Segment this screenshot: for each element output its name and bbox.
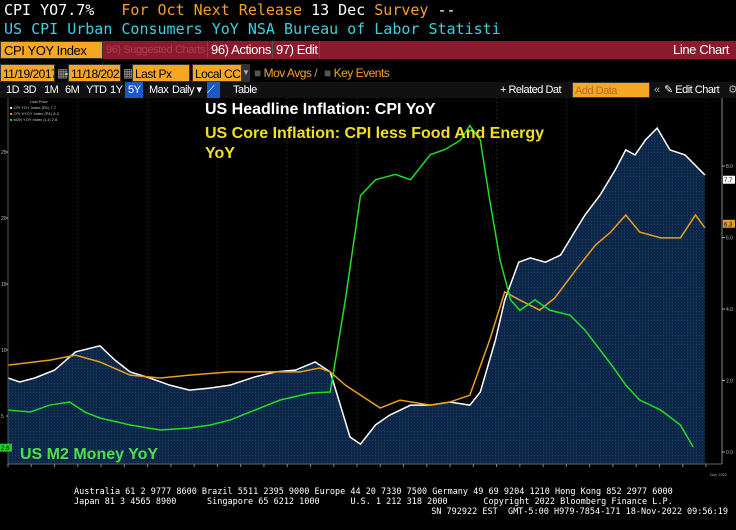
legend-item: ■ M2N YOY Index (L1) 2.6 xyxy=(10,117,58,122)
last-value: 7.7% xyxy=(58,1,95,19)
calendar-icon[interactable]: ▦ xyxy=(57,66,68,80)
legend-label: M2N YOY Index (L1) xyxy=(13,117,51,122)
related-data-button[interactable]: + Related Dat xyxy=(500,84,562,96)
legend-value: 2.6 xyxy=(51,117,58,122)
line-chart-icon[interactable]: ⟋ xyxy=(207,82,220,98)
survey-value: -- xyxy=(437,1,456,19)
survey-label: Survey xyxy=(374,1,429,19)
legend-item: ■ CPI YOY Index (R1) 7.7 xyxy=(10,105,57,110)
legend-label: CPI XYOY Index (R1) xyxy=(13,111,53,116)
calendar-icon[interactable]: ▦ xyxy=(123,66,134,80)
ticker: CPI YO xyxy=(4,1,59,19)
table-button[interactable]: Table xyxy=(233,84,257,96)
chart-type-label: Line Chart xyxy=(673,42,729,57)
cpi-last-tag: 7.7 xyxy=(724,178,733,184)
right-tick-label: 4.0 xyxy=(726,307,733,313)
gear-icon[interactable]: ⚙ xyxy=(728,84,736,96)
chart-toolbar: CPI YOY Index 96) Suggested Charts 96) A… xyxy=(0,41,736,59)
next-release-date: 13 Dec xyxy=(311,1,366,19)
field-select[interactable]: Last Px xyxy=(132,64,190,82)
right-tick-label: 0.0 xyxy=(726,450,733,456)
mov-avgs-label: Mov Avgs xyxy=(263,66,312,80)
footer: Australia 61 2 9777 8600 Brazil 5511 239… xyxy=(74,487,728,517)
cpi-area-fill xyxy=(8,128,705,465)
left-tick-label: 5 xyxy=(1,414,4,420)
period-1m[interactable]: 1M xyxy=(44,84,59,96)
mov-avgs-toggle[interactable]: ■ Mov Avgs / xyxy=(254,66,318,80)
legend-value: 7.7 xyxy=(50,105,57,110)
frequency-label: Daily xyxy=(172,84,194,96)
actions-menu[interactable]: 96) Actions ▾ xyxy=(207,41,271,59)
range-dash: - xyxy=(65,66,69,80)
footer-timestamp: SN 792922 EST GMT-5:00 H979-7854-171 18-… xyxy=(431,507,728,517)
right-tick-label: 8.0 xyxy=(726,164,733,170)
checkbox-icon[interactable]: ■ xyxy=(324,66,331,80)
add-data-input[interactable]: Add Data xyxy=(572,82,650,98)
key-events-label: Key Events xyxy=(333,66,390,80)
footer-line: Australia 61 2 9777 8600 Brazil 5511 239… xyxy=(74,487,673,497)
cpi-last-tag-bg xyxy=(723,175,735,184)
series-line-m2 xyxy=(7,124,694,448)
security-description: US CPI Urban Consumers YoY NSA Bureau of… xyxy=(4,20,501,38)
collapse-icon[interactable]: « xyxy=(654,84,660,96)
chevron-down-icon[interactable]: ▼ xyxy=(242,64,250,82)
edit-label: 97) Edit xyxy=(276,42,318,57)
legend-label: CPI YOY Index (R1) xyxy=(13,105,50,110)
date-range-row: 11/19/2017 ▦ - 11/18/2022 ▦ Last Px Loca… xyxy=(0,64,736,82)
suggested-charts-button[interactable]: 96) Suggested Charts xyxy=(106,44,205,56)
period-ytd[interactable]: YTD xyxy=(86,84,107,96)
legend-title: Last Price xyxy=(30,99,48,104)
core-last-tag-bg xyxy=(723,219,735,228)
m2-last-tag-bg xyxy=(0,443,12,452)
period-label: For Oct xyxy=(121,1,185,19)
period-3d[interactable]: 3D xyxy=(23,84,37,96)
legend-item: ■ CPI XYOY Index (R1) 6.3 xyxy=(10,111,59,116)
period-1y[interactable]: 1Y xyxy=(110,84,123,96)
x-end-label: Nov 2022 xyxy=(710,472,728,477)
right-tick-label: 6.0 xyxy=(726,236,733,242)
edit-chart-button[interactable]: ✎ Edit Chart xyxy=(664,84,720,96)
edit-menu[interactable]: 97) Edit ▾ xyxy=(272,41,320,59)
legend-value: 6.3 xyxy=(53,111,59,116)
actions-label: 96) Actions xyxy=(211,42,271,57)
period-max[interactable]: Max xyxy=(149,84,169,96)
left-tick-label: 15 xyxy=(1,282,7,288)
period-5y[interactable]: 5Y xyxy=(125,82,144,98)
core-last-tag: 6.3 xyxy=(724,222,733,228)
left-tick-label: 25 xyxy=(1,150,7,156)
annotation-headline: US Headline Inflation: CPI YoY xyxy=(205,101,436,118)
edit-chart-label: Edit Chart xyxy=(675,84,720,96)
series-line-core xyxy=(7,213,706,409)
right-tick-label: 2.0 xyxy=(726,379,733,385)
annotation-core: US Core Inflation: CPI less Food And Ene… xyxy=(205,125,544,162)
currency-select[interactable]: Local CCY xyxy=(192,64,242,82)
next-release-label: Next Release xyxy=(193,1,303,19)
left-tick-label: 20 xyxy=(1,216,7,222)
period-6m[interactable]: 6M xyxy=(65,84,80,96)
key-events-toggle[interactable]: ■ Key Events xyxy=(322,64,391,82)
series-line-cpi xyxy=(7,126,706,446)
end-date-input[interactable]: 11/18/2022 xyxy=(68,64,121,82)
start-date-input[interactable]: 11/19/2017 xyxy=(0,64,55,82)
period-toolbar: 1D 3D 1M 6M YTD 1Y 5Y Max Daily ▾ ⟋ Tabl… xyxy=(0,82,736,98)
chart-legend: Last Price ■ CPI YOY Index (R1) 7.7 ■ CP… xyxy=(10,99,59,123)
m2-last-tag: 2.6 xyxy=(1,446,10,452)
security-input[interactable]: CPI YOY Index xyxy=(0,41,103,59)
period-1d[interactable]: 1D xyxy=(6,84,20,96)
checkbox-icon[interactable]: ■ xyxy=(254,66,261,80)
headline-quote: CPI YO7.7% For Oct Next Release 13 Dec S… xyxy=(4,1,456,19)
annotation-m2: US M2 Money YoY xyxy=(20,446,159,463)
footer-line: Japan 81 3 4565 8900 Singapore 65 6212 1… xyxy=(74,497,673,507)
frequency-select[interactable]: Daily ▾ xyxy=(172,84,202,96)
left-tick-label: 10 xyxy=(1,348,7,354)
